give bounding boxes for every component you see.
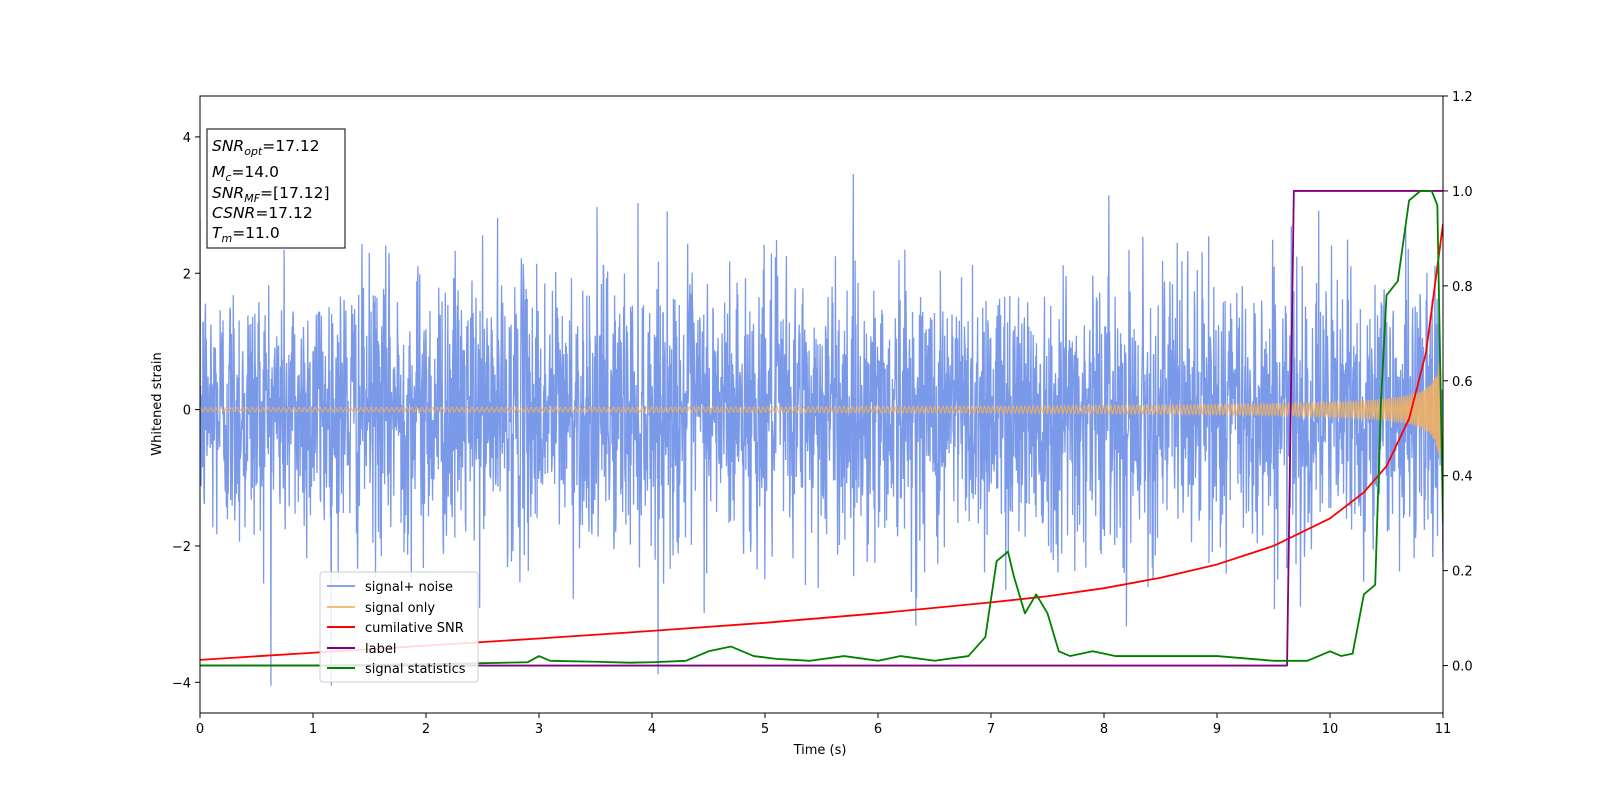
y-left-tick-label-0: −4 [172, 676, 191, 691]
series-signal-noise [200, 173, 1443, 686]
x-tick-label-7: 7 [987, 722, 995, 737]
tm-annotation: Tm=11.0 [212, 224, 280, 245]
legend: signal+ noise signal only cumilative SNR… [319, 571, 479, 683]
y-left-tick-label-3: 2 [183, 267, 191, 282]
series-label [200, 190, 1443, 667]
x-tick-label-11: 11 [1435, 722, 1452, 737]
y-right-tick-label-3: 0.6 [1452, 375, 1473, 390]
y-axis-right: 0.0 0.2 0.4 0.6 0.8 1.0 1.2 [1443, 90, 1473, 675]
legend-label-cumulative-snr: cumilative SNR [365, 621, 464, 636]
y-left-tick-label-1: −2 [172, 540, 191, 555]
x-axis-label: Time (s) [793, 743, 847, 758]
series-signal-statistics [200, 190, 1443, 667]
x-tick-label-8: 8 [1100, 722, 1108, 737]
x-tick-label-5: 5 [761, 722, 769, 737]
info-box: SNRopt=17.12 Mc=14.0 SNRMF=[17.12] CSNR=… [206, 128, 346, 249]
legend-label-label: label [365, 642, 396, 657]
x-tick-label-2: 2 [422, 722, 430, 737]
snr-mf-annotation: SNRMF=[17.12] [212, 184, 330, 205]
csnr-annotation: CSNR=17.12 [212, 204, 313, 222]
y-axis-left: −4 −2 0 2 4 [172, 131, 200, 691]
mc-annotation: Mc=14.0 [212, 163, 279, 184]
plot-frame [199, 95, 1444, 714]
series-layer [200, 173, 1443, 686]
x-tick-label-4: 4 [648, 722, 656, 737]
series-signal-only [200, 357, 1443, 454]
x-tick-label-1: 1 [309, 722, 317, 737]
legend-label-signal-noise: signal+ noise [365, 580, 453, 595]
y-right-tick-label-5: 1.0 [1452, 185, 1473, 200]
x-tick-label-0: 0 [196, 722, 204, 737]
y-left-tick-label-4: 4 [183, 131, 191, 146]
series-cumulative-snr [200, 224, 1443, 661]
x-tick-label-10: 10 [1322, 722, 1339, 737]
y-right-tick-label-2: 0.4 [1452, 470, 1473, 485]
y-right-tick-label-0: 0.0 [1452, 660, 1473, 675]
y-axis-label: Whitened strain [150, 352, 165, 455]
y-right-tick-label-6: 1.2 [1452, 90, 1473, 105]
x-tick-label-6: 6 [874, 722, 882, 737]
legend-frame [319, 571, 479, 683]
x-tick-label-3: 3 [535, 722, 543, 737]
legend-label-signal-statistics: signal statistics [365, 662, 466, 677]
snr-opt-annotation: SNRopt=17.12 [212, 137, 320, 158]
legend-label-signal-only: signal only [365, 601, 435, 616]
y-right-tick-label-4: 0.8 [1452, 280, 1473, 295]
y-right-tick-label-1: 0.2 [1452, 565, 1473, 580]
x-axis: 0 1 2 3 4 5 6 7 8 9 10 11 [196, 713, 1451, 737]
x-tick-label-9: 9 [1213, 722, 1221, 737]
y-left-tick-label-2: 0 [183, 404, 191, 419]
